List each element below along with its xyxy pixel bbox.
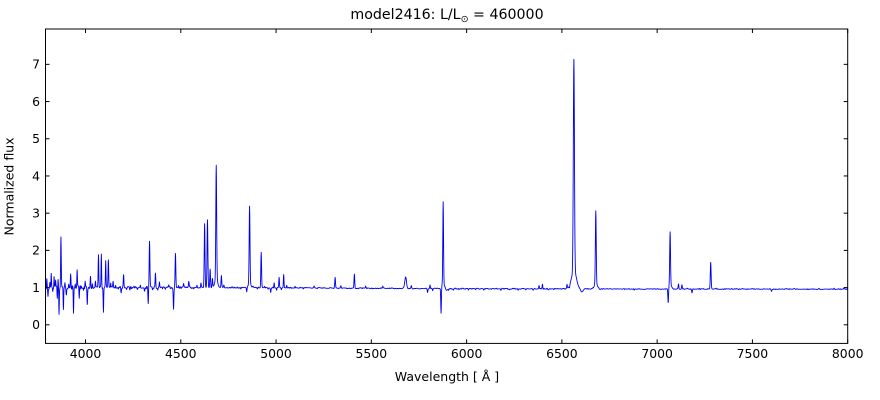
plot-title-value: = 460000 bbox=[468, 7, 544, 23]
x-tick-label: 8000 bbox=[832, 346, 864, 361]
y-axis-label: Normalized flux bbox=[1, 137, 17, 236]
x-tick-label: 7000 bbox=[641, 346, 673, 361]
y-tick-label: 1 bbox=[32, 280, 40, 295]
x-tick-label: 6000 bbox=[451, 346, 483, 361]
axis-ticks bbox=[45, 29, 849, 344]
plot-border bbox=[45, 28, 849, 344]
y-tick-label: 5 bbox=[32, 131, 40, 146]
y-tick-label: 6 bbox=[32, 94, 40, 109]
plot-title-main: model2416: L/L bbox=[350, 7, 461, 23]
y-tick-label: 7 bbox=[32, 57, 40, 72]
y-tick-label: 3 bbox=[32, 205, 40, 220]
axis-tick-labels: 4000 4500 5000 5500 6000 6500 7000 7500 8000 0 1 2 3… bbox=[32, 57, 863, 361]
x-tick-label: 5000 bbox=[260, 346, 292, 361]
x-tick-label: 4500 bbox=[165, 346, 197, 361]
y-tick-label: 2 bbox=[32, 243, 40, 258]
x-tick-label: 4000 bbox=[70, 346, 102, 361]
plot-title: model2416: L/L⊙ = 460000 bbox=[46, 6, 848, 29]
sun-symbol: ⊙ bbox=[460, 14, 469, 25]
x-tick-label: 5500 bbox=[356, 346, 388, 361]
x-tick-label: 6500 bbox=[546, 346, 578, 361]
x-axis-label: Wavelength [ Å ] bbox=[394, 369, 500, 384]
y-tick-label: 4 bbox=[32, 168, 40, 183]
y-tick-label: 0 bbox=[32, 317, 40, 332]
spectrum-line bbox=[45, 58, 849, 315]
x-tick-label: 7500 bbox=[737, 346, 769, 361]
